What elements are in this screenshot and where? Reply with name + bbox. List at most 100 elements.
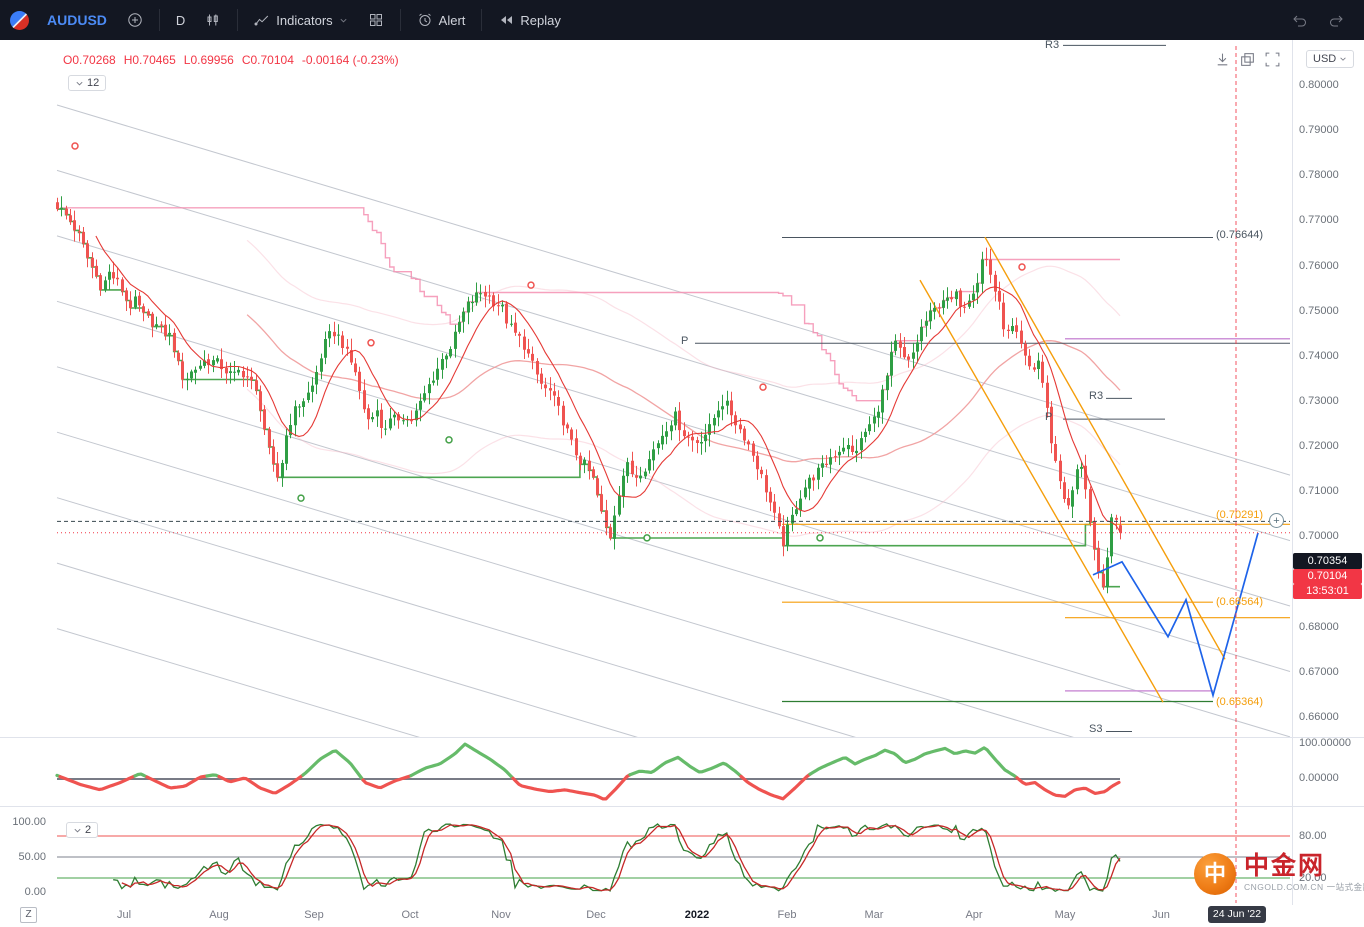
pivot-label-p: P — [681, 335, 689, 347]
indicators-button[interactable]: Indicators — [246, 6, 355, 34]
toolbar-divider — [399, 9, 401, 31]
pivot-label-p-mid: P — [1045, 411, 1053, 423]
level-label-68564: (0.68564) — [1216, 596, 1264, 608]
timezone-button[interactable]: Z — [20, 907, 37, 923]
price-axis-label: 0.66000 — [1299, 711, 1339, 723]
price-axis-label: 0.72000 — [1299, 440, 1339, 452]
time-axis-label: Nov — [491, 909, 511, 921]
main-pane[interactable] — [56, 44, 1291, 927]
price-axis-label: 0.78000 — [1299, 169, 1339, 181]
stoch-scale-label: 20.00 — [1299, 872, 1327, 884]
oscillator-pane[interactable] — [55, 742, 1121, 801]
indicators-icon — [254, 15, 269, 26]
countdown-badge: 13:53:01 — [1293, 584, 1362, 599]
pivot-label-s3: S3 — [1089, 723, 1103, 735]
stochastic-pane[interactable] — [57, 823, 1290, 893]
envelope-upper — [246, 239, 1121, 388]
price-axis-label: 0.70000 — [1299, 530, 1339, 542]
watermark-domain: CNGOLD.COM.CN — [1244, 882, 1324, 892]
indicators-label: Indicators — [276, 12, 333, 28]
osc-scale-zero: 0.00000 — [1299, 772, 1339, 784]
candle-bodies-down — [56, 202, 1122, 587]
price-axis-label: 0.71000 — [1299, 485, 1339, 497]
redo-icon[interactable] — [1320, 6, 1354, 34]
level-label-70291: (0.70291) — [1216, 509, 1264, 521]
toolbar-divider — [158, 9, 160, 31]
candle-bodies-up — [60, 207, 1113, 588]
price-axis[interactable]: USD 0.80000 0.79000 0.78000 0.77000 0.76000 0… — [1292, 40, 1364, 905]
ohlc-open: O0.70268 — [63, 53, 116, 67]
replay-label: Replay — [520, 12, 561, 28]
ohlc-high: H0.70465 — [123, 53, 176, 67]
time-axis-label: Oct — [401, 909, 419, 921]
level-label-66364: (0.66364) — [1216, 696, 1264, 708]
time-axis-label: May — [1054, 909, 1076, 921]
stoch-count-label: 2 — [85, 824, 92, 836]
indicator-count-label: 12 — [87, 77, 100, 89]
top-toolbar: AUDUSD D Indicators Alert Replay — [0, 0, 1364, 40]
stoch-settings-chip[interactable]: 2 — [66, 822, 99, 838]
stoch-left-scale-label: 50.00 — [18, 851, 46, 863]
crosshair-price-badge: 0.70354 — [1293, 553, 1362, 569]
ma-slow — [246, 314, 1121, 463]
time-axis-label: Jun — [1152, 909, 1170, 921]
fullscreen-icon[interactable] — [1264, 51, 1281, 71]
layout-grid-icon[interactable] — [360, 6, 392, 34]
toolbar-divider — [237, 9, 239, 31]
price-axis-label: 0.73000 — [1299, 395, 1339, 407]
zigzag-projection — [1092, 532, 1259, 699]
last-price-badge: 0.70104 — [1293, 569, 1362, 584]
time-axis-label: Mar — [864, 909, 884, 921]
price-axis-label: 0.74000 — [1299, 350, 1339, 362]
compare-add-icon[interactable] — [119, 6, 151, 34]
stoch-left-scale-label: 0.00 — [24, 886, 46, 898]
alarm-clock-icon — [418, 13, 431, 26]
pane-controls — [1214, 51, 1281, 71]
pivot-label-r3: R3 — [1089, 390, 1104, 402]
undo-icon[interactable] — [1282, 6, 1316, 34]
chevron-down-icon — [74, 828, 81, 832]
price-axis-label: 0.68000 — [1299, 621, 1339, 633]
currency-label: USD — [1313, 53, 1337, 65]
stoch-scale-label: 80.00 — [1299, 830, 1327, 842]
event-date-badge[interactable]: 24 Jun '22 — [1208, 906, 1266, 923]
go-to-latest-icon[interactable] — [1214, 51, 1231, 71]
watermark-tagline: 一站式金融理财新媒体 — [1326, 882, 1364, 892]
ohlc-readout: O0.70268 H0.70465 L0.69956 C0.70104 -0.0… — [63, 53, 399, 67]
price-axis-label: 0.80000 — [1299, 79, 1339, 91]
chart-style-icon[interactable] — [197, 6, 229, 34]
stoch-left-scale-label: 100.00 — [12, 816, 46, 828]
alert-label: Alert — [438, 12, 466, 28]
candle-wicks-down — [57, 197, 1121, 590]
time-axis[interactable]: Z Jul Aug Sep Oct Nov Dec 2022 Feb Mar Apr May Jun … — [0, 905, 1364, 927]
price-axis-label: 0.76000 — [1299, 260, 1339, 272]
alert-button[interactable]: Alert — [409, 6, 474, 34]
time-axis-label: Apr — [965, 909, 983, 921]
time-axis-label: Sep — [304, 909, 324, 921]
app-logo-icon[interactable] — [10, 10, 29, 30]
stoch-d-line — [121, 824, 1121, 892]
level-label-76644: (0.76644) — [1216, 229, 1264, 241]
currency-toggle[interactable]: USD — [1306, 50, 1355, 68]
price-line-add-alert-icon[interactable]: + — [1269, 513, 1284, 528]
envelope-lower — [246, 388, 1121, 537]
symbol-button[interactable]: AUDUSD — [39, 6, 115, 34]
time-axis-label: Feb — [777, 909, 797, 921]
pane-maximize-icon[interactable] — [1239, 51, 1256, 71]
price-axis-label: 0.79000 — [1299, 124, 1339, 136]
indicator-count-chip[interactable]: 12 — [68, 75, 107, 91]
chevron-down-icon — [76, 81, 83, 85]
pivot-label-r3-top: R3 — [1045, 39, 1060, 51]
time-axis-label: 2022 — [684, 909, 710, 921]
watermark-brand: 中金网 — [1244, 852, 1326, 880]
price-axis-label: 0.67000 — [1299, 666, 1339, 678]
interval-button[interactable]: D — [168, 6, 193, 34]
chevron-down-icon — [1340, 57, 1346, 61]
replay-icon — [501, 16, 513, 24]
ohlc-low: L0.69956 — [183, 53, 234, 67]
site-watermark: 中 中金网 CNGOLD.COM.CN 一站式金融理财新媒体 — [1194, 853, 1364, 895]
trailing-low-step — [57, 208, 1120, 588]
replay-button[interactable]: Replay — [490, 6, 568, 34]
toolbar-divider — [481, 9, 483, 31]
